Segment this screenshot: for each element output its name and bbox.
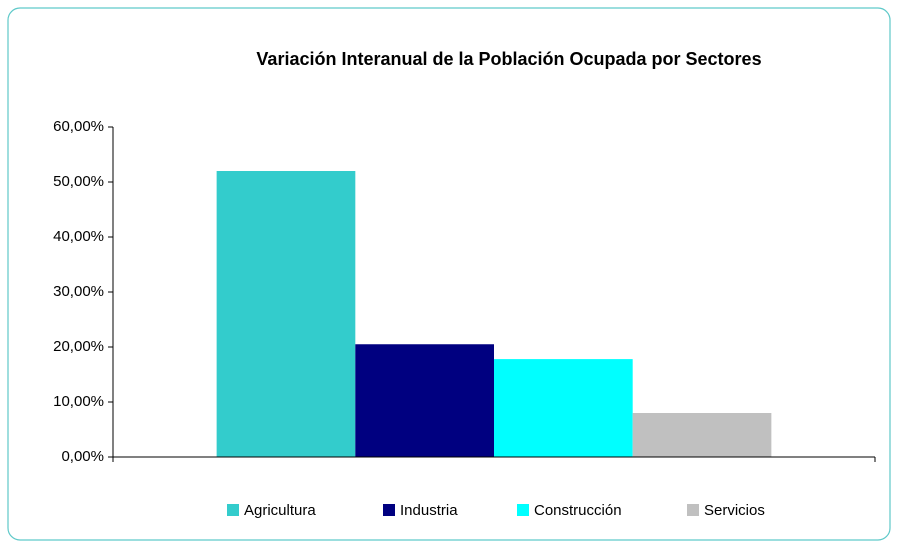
chart-title: Variación Interanual de la Población Ocu… [256,49,761,69]
legend-label: Industria [400,502,458,519]
legend-swatch [227,504,239,516]
legend-label: Agricultura [244,502,316,519]
chart-border [7,7,891,541]
bar [355,344,494,457]
y-tick-label: 20,00% [53,338,104,355]
legend-swatch [517,504,529,516]
y-tick-label: 50,00% [53,173,104,190]
bar [216,171,356,457]
bar [494,359,633,457]
y-tick-label: 40,00% [53,228,104,245]
bar [632,413,772,457]
legend-label: Construcción [534,502,622,519]
y-tick-label: 30,00% [53,283,104,300]
legend-swatch [687,504,699,516]
legend-swatch [383,504,395,516]
y-tick-label: 0,00% [61,448,104,465]
y-tick-label: 60,00% [53,118,104,135]
y-tick-label: 10,00% [53,393,104,410]
legend-label: Servicios [704,502,765,519]
